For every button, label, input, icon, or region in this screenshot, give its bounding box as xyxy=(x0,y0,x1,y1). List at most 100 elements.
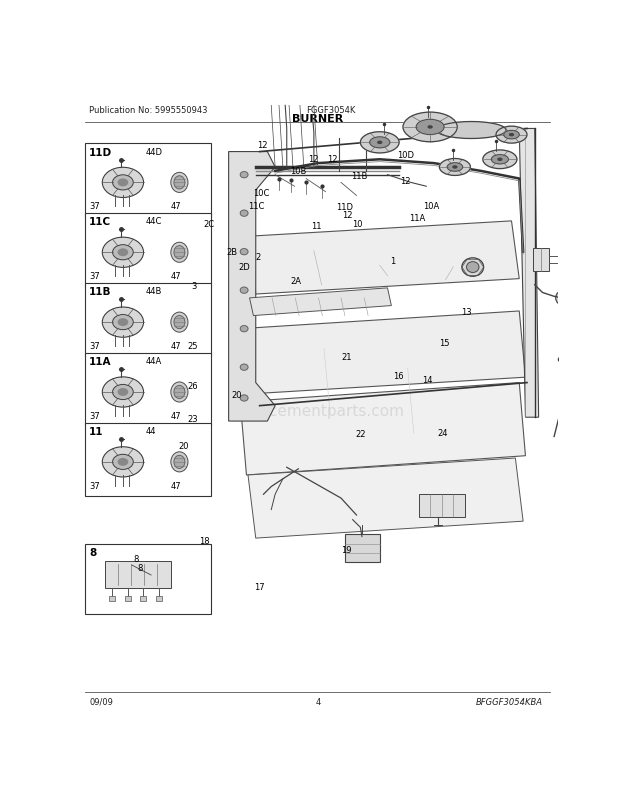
Polygon shape xyxy=(249,289,391,316)
Polygon shape xyxy=(229,152,275,422)
Bar xyxy=(86,214,211,287)
Bar xyxy=(86,144,211,217)
Text: 47: 47 xyxy=(170,411,181,420)
Text: 44D: 44D xyxy=(146,148,162,156)
Text: 19: 19 xyxy=(341,545,352,555)
Text: 10D: 10D xyxy=(397,151,414,160)
Text: 8: 8 xyxy=(89,548,96,557)
Text: 8: 8 xyxy=(133,555,139,564)
Ellipse shape xyxy=(241,172,248,179)
Text: 12: 12 xyxy=(308,155,318,164)
Text: 47: 47 xyxy=(170,481,181,490)
Ellipse shape xyxy=(174,176,185,190)
Text: 21: 21 xyxy=(342,353,352,362)
Text: 37: 37 xyxy=(89,202,100,211)
Text: 10A: 10A xyxy=(423,201,440,211)
Ellipse shape xyxy=(403,113,458,143)
Ellipse shape xyxy=(241,395,248,402)
Text: 2: 2 xyxy=(255,253,261,261)
Text: 11B: 11B xyxy=(352,172,368,181)
Ellipse shape xyxy=(556,291,573,306)
Bar xyxy=(86,284,211,357)
Ellipse shape xyxy=(113,315,133,330)
Text: 10: 10 xyxy=(352,220,363,229)
Ellipse shape xyxy=(496,127,527,144)
Text: 18: 18 xyxy=(199,537,210,545)
Ellipse shape xyxy=(583,142,587,144)
Text: 37: 37 xyxy=(89,272,100,281)
Text: 20: 20 xyxy=(231,390,241,399)
Text: 47: 47 xyxy=(170,202,181,211)
Text: 47: 47 xyxy=(170,272,181,281)
Ellipse shape xyxy=(171,243,188,263)
Ellipse shape xyxy=(510,135,513,136)
Text: 2B: 2B xyxy=(226,248,237,257)
Text: 37: 37 xyxy=(89,342,100,350)
Text: 12: 12 xyxy=(342,210,353,219)
Bar xyxy=(105,561,170,589)
Text: FGGF3054K: FGGF3054K xyxy=(306,106,355,115)
Ellipse shape xyxy=(171,452,188,472)
Bar xyxy=(86,354,211,427)
Ellipse shape xyxy=(241,288,248,294)
Text: 2A: 2A xyxy=(291,277,301,286)
Bar xyxy=(156,596,162,602)
Text: 2D: 2D xyxy=(239,263,250,272)
Text: 8: 8 xyxy=(138,563,143,572)
Text: 37: 37 xyxy=(89,481,100,490)
Text: 25: 25 xyxy=(187,341,198,350)
Polygon shape xyxy=(533,249,549,272)
Ellipse shape xyxy=(102,378,144,407)
Ellipse shape xyxy=(466,262,479,273)
Text: 14: 14 xyxy=(422,376,433,385)
Text: 44B: 44B xyxy=(146,287,162,296)
Ellipse shape xyxy=(174,246,185,260)
Ellipse shape xyxy=(102,238,144,268)
Text: 44: 44 xyxy=(146,427,156,435)
Text: 12: 12 xyxy=(400,177,410,186)
Polygon shape xyxy=(241,311,526,395)
Ellipse shape xyxy=(241,365,248,371)
Text: BFGGF3054KBA: BFGGF3054KBA xyxy=(476,697,542,706)
Ellipse shape xyxy=(560,294,569,302)
Text: 12: 12 xyxy=(257,141,268,150)
Ellipse shape xyxy=(118,249,128,256)
Ellipse shape xyxy=(113,245,133,261)
Text: 16: 16 xyxy=(393,371,404,380)
Text: BURNER: BURNER xyxy=(292,114,343,124)
Text: 10B: 10B xyxy=(290,167,307,176)
Text: 2C: 2C xyxy=(204,220,215,229)
Ellipse shape xyxy=(118,389,128,395)
Bar xyxy=(125,596,131,602)
Text: 37: 37 xyxy=(89,411,100,420)
Bar xyxy=(86,545,211,614)
Text: 11: 11 xyxy=(311,221,322,230)
Text: 26: 26 xyxy=(187,382,198,391)
Ellipse shape xyxy=(378,142,382,144)
Text: 23: 23 xyxy=(187,414,198,423)
Ellipse shape xyxy=(440,160,471,176)
Ellipse shape xyxy=(102,168,144,198)
Bar xyxy=(345,535,379,562)
Bar xyxy=(86,423,211,496)
Text: 11A: 11A xyxy=(409,213,425,222)
Text: 10C: 10C xyxy=(253,188,269,197)
Ellipse shape xyxy=(560,130,610,156)
Text: 20: 20 xyxy=(179,442,189,451)
Polygon shape xyxy=(248,459,523,538)
Text: 15: 15 xyxy=(439,338,450,348)
Bar xyxy=(140,596,146,602)
Text: 11A: 11A xyxy=(89,357,112,367)
Ellipse shape xyxy=(102,448,144,477)
Ellipse shape xyxy=(174,316,185,330)
Text: 11D: 11D xyxy=(89,148,112,157)
Ellipse shape xyxy=(241,211,248,217)
Ellipse shape xyxy=(241,249,248,255)
Ellipse shape xyxy=(171,313,188,333)
Text: 3: 3 xyxy=(192,282,197,290)
Ellipse shape xyxy=(118,319,128,326)
Ellipse shape xyxy=(241,326,248,332)
Text: 11: 11 xyxy=(89,427,104,436)
Text: 09/09: 09/09 xyxy=(89,697,113,706)
Text: 22: 22 xyxy=(356,430,366,439)
